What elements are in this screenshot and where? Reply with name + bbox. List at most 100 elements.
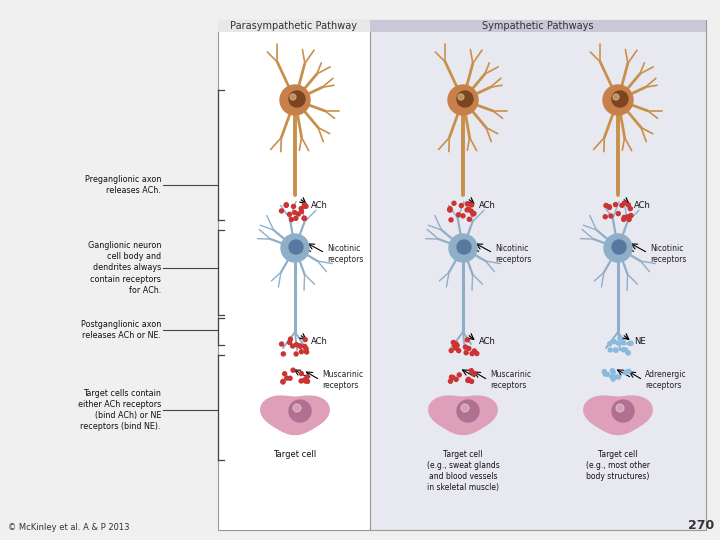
Circle shape	[448, 208, 452, 212]
Circle shape	[614, 375, 618, 379]
Circle shape	[621, 348, 625, 352]
Circle shape	[629, 213, 633, 218]
Circle shape	[457, 373, 462, 377]
FancyBboxPatch shape	[370, 20, 706, 32]
Circle shape	[299, 344, 302, 348]
Text: Target cell
(e.g., sweat glands
and blood vessels
in skeletal muscle): Target cell (e.g., sweat glands and bloo…	[427, 450, 500, 492]
Circle shape	[455, 343, 459, 347]
Circle shape	[629, 207, 632, 211]
Circle shape	[279, 209, 284, 213]
Text: Target cell
(e.g., most other
body structures): Target cell (e.g., most other body struc…	[586, 450, 650, 481]
Circle shape	[280, 85, 310, 115]
Text: © McKinley et al. A & P 2013: © McKinley et al. A & P 2013	[8, 523, 130, 532]
Circle shape	[627, 369, 631, 373]
Circle shape	[282, 352, 285, 356]
Circle shape	[608, 205, 611, 210]
Circle shape	[469, 380, 474, 383]
Circle shape	[294, 217, 298, 220]
Text: Target cells contain
either ACh receptors
(bind ACh) or NE
receptors (bind NE).: Target cells contain either ACh receptor…	[78, 389, 161, 431]
Circle shape	[603, 215, 607, 219]
Circle shape	[294, 343, 299, 347]
Circle shape	[302, 378, 307, 382]
FancyBboxPatch shape	[370, 20, 706, 530]
Circle shape	[449, 349, 453, 353]
Circle shape	[293, 404, 301, 412]
Circle shape	[285, 376, 289, 380]
Circle shape	[305, 380, 310, 383]
Text: Preganglionic axon
releases ACh.: Preganglionic axon releases ACh.	[85, 175, 161, 195]
Circle shape	[281, 380, 285, 383]
Circle shape	[302, 204, 307, 208]
Circle shape	[297, 212, 300, 216]
Circle shape	[622, 215, 626, 219]
Circle shape	[626, 215, 630, 219]
Text: Postganglionic axon
releases ACh or NE.: Postganglionic axon releases ACh or NE.	[81, 320, 161, 340]
Circle shape	[465, 208, 469, 212]
Circle shape	[472, 371, 475, 375]
Circle shape	[304, 204, 308, 208]
Circle shape	[292, 205, 295, 208]
Circle shape	[457, 400, 479, 422]
Circle shape	[612, 400, 634, 422]
Circle shape	[461, 214, 465, 218]
Circle shape	[448, 208, 451, 212]
Circle shape	[614, 348, 618, 352]
Circle shape	[472, 372, 476, 376]
Circle shape	[302, 217, 307, 220]
Circle shape	[289, 337, 292, 341]
Circle shape	[467, 377, 470, 381]
Circle shape	[287, 212, 292, 217]
Circle shape	[616, 341, 621, 345]
Circle shape	[304, 379, 307, 383]
Circle shape	[300, 210, 303, 213]
Circle shape	[624, 370, 627, 375]
Circle shape	[454, 346, 457, 350]
Circle shape	[613, 202, 618, 207]
Text: Adrenergic
receptors: Adrenergic receptors	[645, 370, 687, 390]
Circle shape	[612, 340, 616, 343]
Text: NE: NE	[634, 338, 646, 347]
Circle shape	[452, 201, 456, 205]
Circle shape	[305, 375, 309, 379]
Circle shape	[467, 217, 472, 221]
Text: Nicotinic
receptors: Nicotinic receptors	[650, 244, 686, 264]
Circle shape	[448, 207, 452, 211]
Circle shape	[456, 213, 461, 217]
Text: Parasympathetic Pathway: Parasympathetic Pathway	[230, 21, 358, 31]
Circle shape	[449, 379, 452, 383]
Circle shape	[283, 372, 287, 376]
Circle shape	[467, 347, 471, 350]
Circle shape	[305, 350, 309, 354]
Circle shape	[469, 369, 473, 373]
Circle shape	[611, 377, 615, 381]
Circle shape	[470, 352, 474, 356]
Text: Nicotinic
receptors: Nicotinic receptors	[495, 244, 531, 264]
Text: Ganglionic neuron
cell body and
dendrites always
contain receptors
for ACh.: Ganglionic neuron cell body and dendrite…	[88, 241, 161, 295]
Text: Nicotinic
receptors: Nicotinic receptors	[327, 244, 364, 264]
Circle shape	[454, 377, 458, 381]
Text: ACh: ACh	[479, 338, 496, 347]
Circle shape	[606, 372, 609, 376]
Circle shape	[610, 375, 614, 379]
Circle shape	[616, 212, 620, 215]
Circle shape	[604, 204, 608, 207]
Circle shape	[628, 341, 631, 346]
Circle shape	[611, 370, 616, 374]
Circle shape	[451, 340, 455, 345]
Text: Target cell: Target cell	[274, 450, 317, 459]
Circle shape	[469, 209, 473, 213]
Circle shape	[603, 372, 607, 376]
Circle shape	[626, 351, 630, 355]
Circle shape	[284, 204, 288, 207]
Circle shape	[621, 217, 626, 221]
Circle shape	[472, 349, 477, 353]
Text: Muscarinic
receptors: Muscarinic receptors	[322, 370, 363, 390]
Circle shape	[458, 94, 464, 100]
Circle shape	[302, 345, 307, 348]
Circle shape	[472, 212, 476, 215]
Circle shape	[459, 204, 463, 207]
Circle shape	[626, 351, 630, 355]
Circle shape	[608, 342, 612, 346]
Circle shape	[624, 370, 629, 374]
Circle shape	[299, 207, 303, 211]
